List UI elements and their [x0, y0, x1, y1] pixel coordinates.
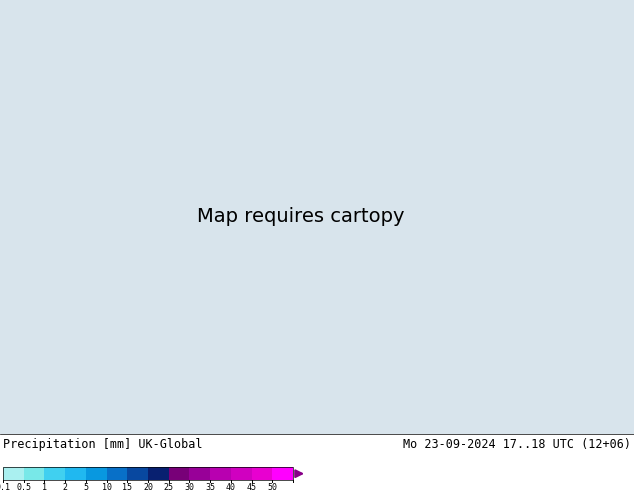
Bar — [169, 467, 190, 480]
Text: 15: 15 — [122, 483, 133, 490]
Text: 2: 2 — [63, 483, 68, 490]
Text: 0.1: 0.1 — [0, 483, 11, 490]
Bar — [3, 467, 23, 480]
Text: 10: 10 — [101, 483, 112, 490]
Text: Map requires cartopy: Map requires cartopy — [197, 207, 404, 226]
Bar — [44, 467, 65, 480]
Text: Precipitation [mm] UK-Global: Precipitation [mm] UK-Global — [3, 438, 202, 451]
Bar — [231, 467, 252, 480]
Text: 45: 45 — [247, 483, 257, 490]
Bar — [23, 467, 44, 480]
Text: 25: 25 — [164, 483, 174, 490]
Text: Mo 23-09-2024 17..18 UTC (12+06): Mo 23-09-2024 17..18 UTC (12+06) — [403, 438, 631, 451]
Bar — [127, 467, 148, 480]
Bar — [252, 467, 272, 480]
Bar — [3, 467, 293, 480]
Text: 30: 30 — [184, 483, 195, 490]
Text: 40: 40 — [226, 483, 236, 490]
Bar — [65, 467, 86, 480]
Bar — [272, 467, 293, 480]
Bar — [210, 467, 231, 480]
Text: 0.5: 0.5 — [16, 483, 31, 490]
Bar — [86, 467, 107, 480]
Text: 50: 50 — [268, 483, 277, 490]
Text: 20: 20 — [143, 483, 153, 490]
Text: 1: 1 — [42, 483, 47, 490]
Bar — [190, 467, 210, 480]
Bar — [148, 467, 169, 480]
Text: 5: 5 — [83, 483, 88, 490]
Bar — [107, 467, 127, 480]
Text: 35: 35 — [205, 483, 215, 490]
